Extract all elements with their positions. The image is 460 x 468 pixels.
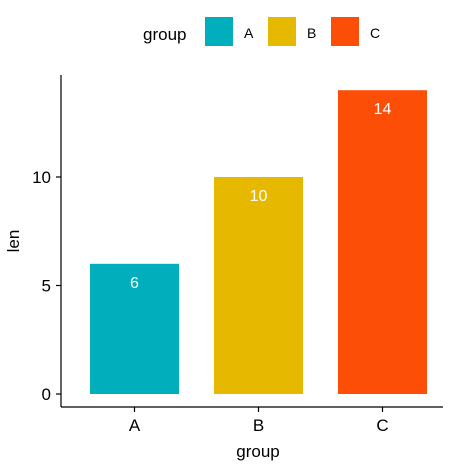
legend-label: B: [307, 25, 316, 41]
legend-key-a: [205, 17, 233, 46]
bar-value-label: 6: [130, 275, 139, 292]
x-axis-label: group: [236, 442, 279, 461]
legend-label: C: [370, 25, 380, 41]
x-tick-label: A: [129, 416, 141, 435]
x-tick-label: B: [253, 416, 264, 435]
bar-value-label: 14: [374, 101, 392, 118]
y-tick-label: 10: [32, 168, 51, 187]
legend-title: group: [143, 25, 186, 44]
legend: group A B C: [143, 17, 380, 46]
y-tick-label: 0: [42, 385, 51, 404]
bar-a: [90, 263, 179, 394]
bar-value-label: 10: [250, 188, 268, 205]
x-tick-label: C: [376, 416, 388, 435]
bar-c: [338, 90, 427, 394]
legend-key-b: [268, 17, 296, 46]
legend-key-c: [331, 17, 359, 46]
bar-b: [214, 177, 303, 394]
legend-label: A: [244, 25, 254, 41]
y-tick-label: 5: [42, 277, 51, 296]
y-axis-label: len: [4, 230, 23, 253]
